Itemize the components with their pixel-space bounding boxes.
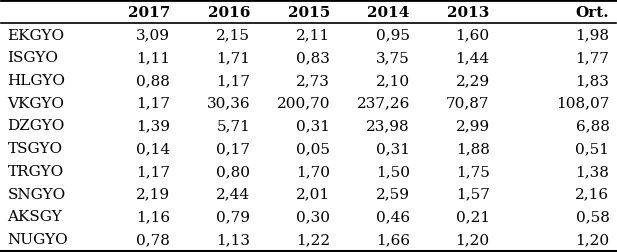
Text: DZGYO: DZGYO bbox=[7, 119, 65, 133]
Text: 0,46: 0,46 bbox=[376, 210, 410, 224]
Text: 2,29: 2,29 bbox=[455, 74, 490, 88]
Text: 1,17: 1,17 bbox=[136, 96, 170, 110]
Text: 1,17: 1,17 bbox=[136, 164, 170, 178]
Text: 0,31: 0,31 bbox=[296, 119, 330, 133]
Text: 2,15: 2,15 bbox=[216, 28, 250, 42]
Text: 70,87: 70,87 bbox=[446, 96, 490, 110]
Text: 0,30: 0,30 bbox=[296, 210, 330, 224]
Text: 1,70: 1,70 bbox=[296, 164, 330, 178]
Text: 1,88: 1,88 bbox=[456, 142, 490, 156]
Text: 108,07: 108,07 bbox=[556, 96, 610, 110]
Text: 0,58: 0,58 bbox=[576, 210, 610, 224]
Text: 0,31: 0,31 bbox=[376, 142, 410, 156]
Text: 1,16: 1,16 bbox=[136, 210, 170, 224]
Text: 5,71: 5,71 bbox=[217, 119, 250, 133]
Text: 0,78: 0,78 bbox=[136, 232, 170, 246]
Text: 30,36: 30,36 bbox=[207, 96, 250, 110]
Text: 2,19: 2,19 bbox=[136, 187, 170, 201]
Text: 2,59: 2,59 bbox=[376, 187, 410, 201]
Text: 1,20: 1,20 bbox=[455, 232, 490, 246]
Text: 1,44: 1,44 bbox=[455, 51, 490, 65]
Text: 0,05: 0,05 bbox=[296, 142, 330, 156]
Text: 1,39: 1,39 bbox=[136, 119, 170, 133]
Text: 2017: 2017 bbox=[128, 6, 170, 20]
Text: TRGYO: TRGYO bbox=[7, 164, 64, 178]
Text: 0,88: 0,88 bbox=[136, 74, 170, 88]
Text: 1,13: 1,13 bbox=[216, 232, 250, 246]
Text: HLGYO: HLGYO bbox=[7, 74, 65, 88]
Text: 2,99: 2,99 bbox=[455, 119, 490, 133]
Text: NUGYO: NUGYO bbox=[7, 232, 68, 246]
Text: 2,44: 2,44 bbox=[216, 187, 250, 201]
Text: 3,75: 3,75 bbox=[376, 51, 410, 65]
Text: 0,79: 0,79 bbox=[216, 210, 250, 224]
Text: 3,09: 3,09 bbox=[136, 28, 170, 42]
Text: 2014: 2014 bbox=[368, 6, 410, 20]
Text: AKSGY: AKSGY bbox=[7, 210, 62, 224]
Text: 0,21: 0,21 bbox=[455, 210, 490, 224]
Text: 1,50: 1,50 bbox=[376, 164, 410, 178]
Text: 1,98: 1,98 bbox=[576, 28, 610, 42]
Text: 2,73: 2,73 bbox=[296, 74, 330, 88]
Text: 1,60: 1,60 bbox=[455, 28, 490, 42]
Text: 2,16: 2,16 bbox=[575, 187, 610, 201]
Text: ISGYO: ISGYO bbox=[7, 51, 59, 65]
Text: 2016: 2016 bbox=[208, 6, 250, 20]
Text: 2015: 2015 bbox=[288, 6, 330, 20]
Text: TSGYO: TSGYO bbox=[7, 142, 63, 156]
Text: VKGYO: VKGYO bbox=[7, 96, 65, 110]
Text: 1,77: 1,77 bbox=[576, 51, 610, 65]
Text: 2,10: 2,10 bbox=[376, 74, 410, 88]
Text: 0,14: 0,14 bbox=[136, 142, 170, 156]
Text: 1,57: 1,57 bbox=[456, 187, 490, 201]
Text: 0,80: 0,80 bbox=[216, 164, 250, 178]
Text: 23,98: 23,98 bbox=[366, 119, 410, 133]
Text: 0,95: 0,95 bbox=[376, 28, 410, 42]
Text: 0,51: 0,51 bbox=[576, 142, 610, 156]
Text: 1,20: 1,20 bbox=[575, 232, 610, 246]
Text: 200,70: 200,70 bbox=[276, 96, 330, 110]
Text: 2,11: 2,11 bbox=[296, 28, 330, 42]
Text: Ort.: Ort. bbox=[576, 6, 610, 20]
Text: 0,83: 0,83 bbox=[296, 51, 330, 65]
Text: 237,26: 237,26 bbox=[357, 96, 410, 110]
Text: 1,38: 1,38 bbox=[576, 164, 610, 178]
Text: 0,17: 0,17 bbox=[216, 142, 250, 156]
Text: 2013: 2013 bbox=[447, 6, 490, 20]
Text: EKGYO: EKGYO bbox=[7, 28, 65, 42]
Text: 1,75: 1,75 bbox=[456, 164, 490, 178]
Text: 6,88: 6,88 bbox=[576, 119, 610, 133]
Text: 1,66: 1,66 bbox=[376, 232, 410, 246]
Text: 1,83: 1,83 bbox=[576, 74, 610, 88]
Text: 1,11: 1,11 bbox=[136, 51, 170, 65]
Text: SNGYO: SNGYO bbox=[7, 187, 66, 201]
Text: 1,71: 1,71 bbox=[216, 51, 250, 65]
Text: 2,01: 2,01 bbox=[296, 187, 330, 201]
Text: 1,17: 1,17 bbox=[216, 74, 250, 88]
Text: 1,22: 1,22 bbox=[296, 232, 330, 246]
